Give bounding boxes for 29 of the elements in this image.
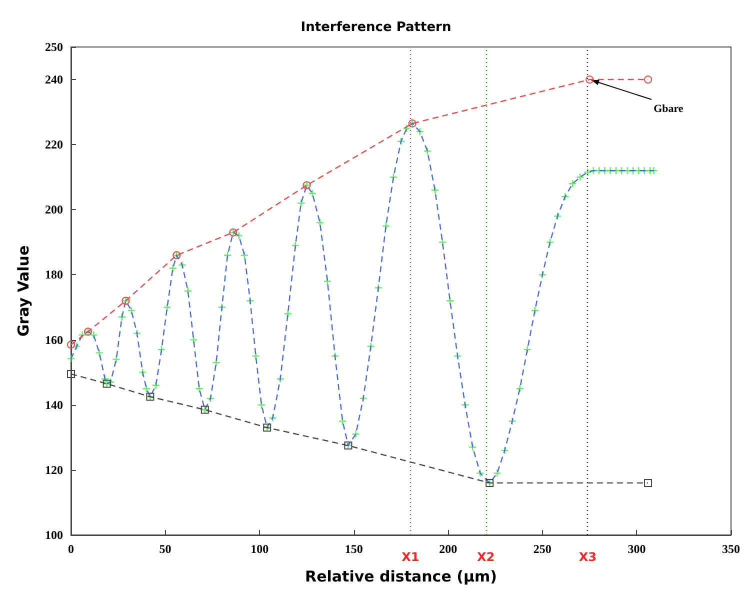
y-tick-label: 200 xyxy=(45,202,63,217)
ref-line-label: X3 xyxy=(578,550,596,564)
y-tick-label: 220 xyxy=(45,138,63,152)
y-tick-label: 100 xyxy=(45,528,63,542)
x-tick-label: 150 xyxy=(344,542,363,556)
ref-line-label: X2 xyxy=(477,550,495,564)
x-tick-label: 200 xyxy=(439,542,458,556)
x-tick-label: 0 xyxy=(68,542,74,556)
y-tick-label: 180 xyxy=(45,268,63,282)
y-tick-label: 120 xyxy=(45,462,63,477)
y-tick-label: 140 xyxy=(45,398,63,412)
x-axis-title: Relative distance (μm) xyxy=(305,568,497,586)
x-tick-label: 250 xyxy=(533,542,552,556)
chart-title: Interference Pattern xyxy=(300,20,452,35)
point xyxy=(586,76,594,84)
x-tick-label: 300 xyxy=(628,542,646,556)
point xyxy=(67,340,75,349)
x-tick-label: 100 xyxy=(250,542,269,556)
x-tick-label: 50 xyxy=(159,542,172,556)
x-tick-label: 350 xyxy=(722,542,740,556)
y-tick-label: 250 xyxy=(45,40,63,54)
y-tick-label: 160 xyxy=(45,332,63,347)
annotation: Gbare xyxy=(654,103,684,116)
point xyxy=(644,478,652,487)
point xyxy=(67,370,75,378)
point xyxy=(644,76,652,84)
y-axis-title: Gray Value xyxy=(14,245,32,337)
ref-line-label: X1 xyxy=(402,550,420,564)
y-tick-label: 240 xyxy=(45,72,63,87)
